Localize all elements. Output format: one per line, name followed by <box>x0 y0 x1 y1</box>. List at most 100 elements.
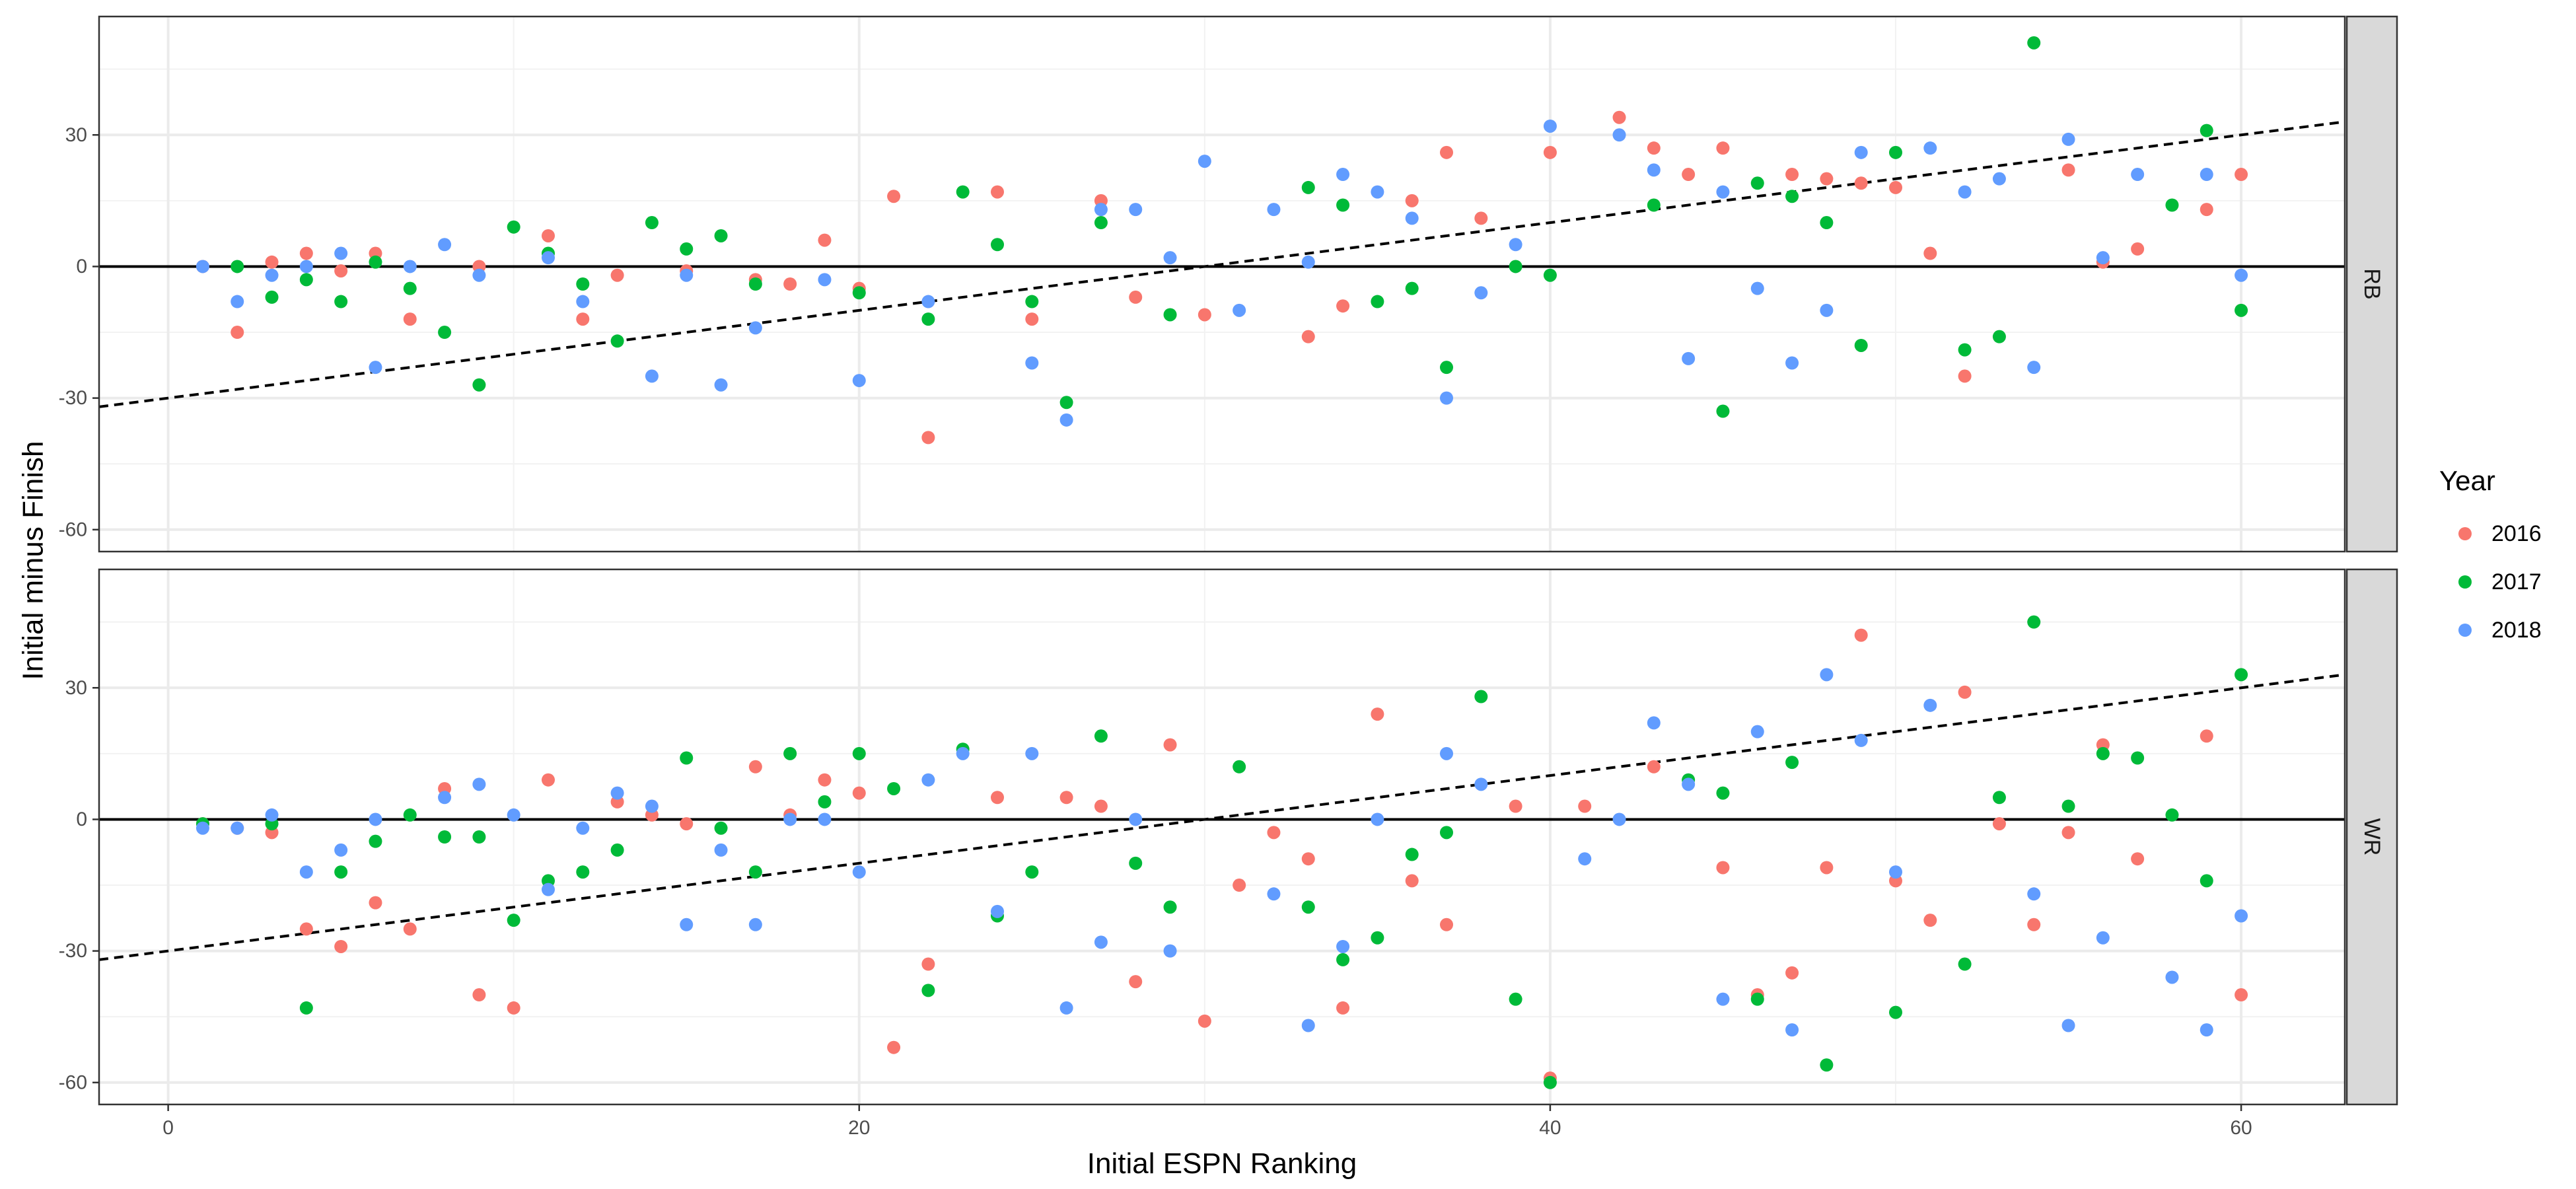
data-point <box>1820 303 1834 317</box>
data-point <box>852 865 866 879</box>
x-tick-label: 60 <box>2230 1117 2252 1139</box>
data-point <box>645 369 659 383</box>
data-point <box>1129 290 1143 304</box>
data-point <box>1336 939 1350 953</box>
data-point <box>956 185 970 199</box>
data-point <box>1750 725 1764 739</box>
data-point <box>472 268 486 282</box>
data-point <box>783 746 797 760</box>
data-point <box>991 185 1004 199</box>
data-point <box>2061 1019 2075 1032</box>
legend-key <box>2458 527 2472 540</box>
data-point <box>610 843 624 857</box>
data-point <box>1025 746 1039 760</box>
data-point <box>1267 203 1281 217</box>
data-point <box>403 808 417 822</box>
data-point <box>680 918 694 931</box>
facet-strip <box>2345 568 2398 1106</box>
data-point <box>2027 361 2041 375</box>
facet-strip-label: WR <box>2359 818 2384 856</box>
data-point <box>1094 935 1108 949</box>
data-point <box>403 260 417 273</box>
data-point <box>748 760 762 774</box>
data-point <box>507 220 520 234</box>
data-point <box>2235 909 2248 923</box>
data-point <box>334 295 348 308</box>
data-point <box>1163 900 1177 914</box>
data-point <box>369 812 382 826</box>
data-point <box>1785 1023 1799 1037</box>
data-point <box>1301 180 1315 194</box>
data-point <box>1336 168 1350 182</box>
data-point <box>1405 847 1419 861</box>
data-point <box>1854 628 1868 642</box>
data-point <box>852 746 866 760</box>
data-point <box>1440 826 1453 840</box>
facet-strip-label: RB <box>2359 268 2384 299</box>
data-point <box>921 431 935 445</box>
data-point <box>334 843 348 857</box>
data-point <box>438 830 452 844</box>
data-point <box>887 1040 901 1054</box>
x-tick-label: 20 <box>848 1117 870 1139</box>
data-point <box>1474 286 1488 300</box>
data-point <box>1647 760 1661 774</box>
data-point <box>1820 861 1834 875</box>
data-point <box>680 751 694 765</box>
data-point <box>1820 668 1834 682</box>
trend-line <box>99 673 2345 961</box>
data-point <box>2096 251 2110 265</box>
y-tick-label: -30 <box>59 387 87 409</box>
data-point <box>576 821 590 835</box>
data-point <box>542 229 555 242</box>
data-point <box>1440 918 1453 931</box>
data-point <box>1474 211 1488 225</box>
data-point <box>1716 861 1730 875</box>
data-point <box>1059 413 1073 427</box>
data-point <box>231 295 244 308</box>
panel-rb: RB -60 -30 0 30 <box>59 15 2398 553</box>
data-point <box>714 821 728 835</box>
data-point <box>1440 391 1453 405</box>
data-point <box>1992 791 2006 805</box>
data-point <box>1267 826 1281 840</box>
data-point <box>2200 1023 2213 1037</box>
y-tick-label: 0 <box>76 256 87 277</box>
data-point <box>714 843 728 857</box>
data-point <box>265 255 279 269</box>
data-point <box>610 334 624 348</box>
data-point <box>818 795 832 809</box>
data-point <box>2165 808 2179 822</box>
x-axis: 0 20 40 60 <box>162 1104 2252 1139</box>
data-point <box>1647 198 1661 212</box>
data-point <box>2131 242 2145 256</box>
data-point <box>1716 786 1730 800</box>
y-tick-label: -30 <box>59 940 87 962</box>
data-point <box>1509 799 1522 813</box>
data-point <box>2131 168 2145 182</box>
data-point <box>1820 216 1834 230</box>
data-point <box>1958 369 1972 383</box>
data-point <box>991 791 1004 805</box>
data-point <box>2096 931 2110 945</box>
data-point <box>1785 190 1799 203</box>
data-point <box>1233 879 1246 892</box>
panel-wr: WR -60 -30 0 30 <box>59 568 2398 1106</box>
data-point <box>2235 303 2248 317</box>
data-point <box>1612 128 1626 142</box>
data-point <box>2235 668 2248 682</box>
data-point <box>1405 194 1419 207</box>
y-axis: -60 -30 0 30 <box>59 124 99 540</box>
data-point <box>1129 856 1143 870</box>
data-point <box>334 264 348 278</box>
data-point <box>1440 361 1453 375</box>
data-point <box>1958 957 1972 971</box>
data-point <box>2235 268 2248 282</box>
data-point <box>2027 887 2041 901</box>
data-point <box>403 281 417 295</box>
data-point <box>1992 330 2006 343</box>
data-point <box>1716 404 1730 418</box>
data-point <box>1301 255 1315 269</box>
data-point <box>2131 751 2145 765</box>
